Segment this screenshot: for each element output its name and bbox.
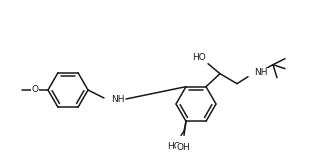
Text: OH: OH: [176, 143, 190, 152]
Text: O: O: [31, 86, 39, 95]
Text: NH: NH: [111, 96, 125, 104]
Text: NH: NH: [254, 68, 268, 77]
Text: HO: HO: [167, 142, 181, 151]
Text: HO: HO: [192, 53, 206, 62]
